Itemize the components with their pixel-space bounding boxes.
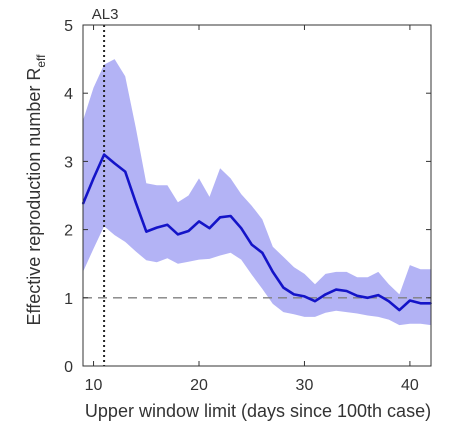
- data-point: [419, 302, 422, 305]
- axes: 10 20 30 40 0 1 2 3 4 5 AL3: [64, 6, 432, 394]
- x-tick-label: 30: [296, 377, 314, 394]
- data-point: [387, 300, 390, 303]
- y-tick-label: 5: [64, 18, 73, 35]
- data-point: [187, 230, 190, 232]
- data-point: [377, 294, 380, 296]
- data-point: [177, 233, 179, 236]
- data-point: [293, 293, 295, 296]
- y-tick-label: 2: [64, 223, 73, 240]
- y-tick-label: 0: [64, 359, 73, 376]
- data-point: [345, 290, 348, 292]
- confidence-band: [83, 59, 431, 326]
- data-point: [409, 299, 411, 302]
- data-point: [124, 170, 127, 173]
- x-tick-label: 10: [85, 377, 103, 394]
- series-line: [81, 153, 431, 312]
- data-point: [92, 177, 95, 180]
- data-point: [335, 288, 337, 291]
- data-point: [314, 300, 316, 303]
- data-point: [103, 153, 105, 156]
- data-point: [208, 227, 211, 230]
- data-point: [219, 216, 222, 219]
- plot-area: [81, 25, 432, 366]
- data-point: [324, 293, 327, 296]
- data-point: [282, 286, 285, 289]
- data-point: [166, 223, 169, 226]
- data-point: [398, 309, 401, 311]
- data-point: [356, 294, 359, 297]
- x-tick-label: 20: [190, 377, 208, 394]
- y-tick-label: 3: [64, 154, 73, 171]
- data-point: [229, 215, 232, 217]
- data-point: [155, 226, 158, 229]
- y-axis-label: Effective reproduction number Reff: [24, 54, 48, 326]
- data-point: [145, 230, 148, 233]
- data-point: [113, 162, 116, 165]
- x-axis-label: Upper window limit (days since 100th cas…: [85, 401, 431, 421]
- data-point: [261, 251, 264, 254]
- data-point: [240, 227, 243, 230]
- data-point: [271, 271, 274, 273]
- data-point: [134, 201, 137, 204]
- data-point: [303, 295, 306, 298]
- data-point: [198, 220, 200, 223]
- x-tick-label: 40: [401, 377, 419, 394]
- plot-frame: [82, 24, 432, 367]
- y-tick-label: 4: [64, 86, 73, 103]
- y-tick-label: 1: [64, 291, 73, 308]
- data-point: [366, 296, 369, 299]
- data-point: [250, 243, 253, 246]
- labels: Effective reproduction number Reff Upper…: [24, 54, 431, 421]
- annotation-label: AL3: [92, 6, 119, 23]
